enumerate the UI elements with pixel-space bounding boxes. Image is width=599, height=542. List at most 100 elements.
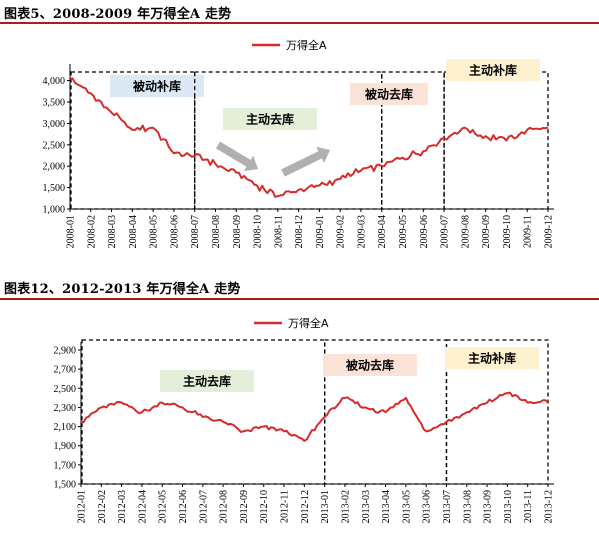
x-tick-label: 2013-08 [462,490,473,523]
x-tick-label: 2012-11 [280,490,291,523]
data-point [242,430,244,432]
data-point [283,430,285,432]
series-line [69,77,549,198]
y-tick-label: 2,300 [54,403,77,414]
x-tick-label: 2013-10 [503,490,514,523]
data-point [506,392,508,394]
region-box [70,71,196,210]
legend-label: 万得全A [286,38,327,52]
x-tick-label: 2009-04 [377,215,388,248]
x-tick-label: 2008-04 [128,215,139,248]
x-tick-label: 2009-03 [356,215,367,248]
series-line [80,391,549,442]
x-tick-label: 2008-09 [232,215,243,248]
data-point [360,169,362,171]
data-point [173,152,175,154]
data-point [445,421,447,423]
x-tick-label: 2013-09 [483,490,494,523]
chart1-title-rule [0,22,599,24]
data-point [90,92,92,94]
y-tick-label: 1,500 [43,183,66,194]
region-label: 被动补库 [133,79,181,94]
data-point [384,411,386,413]
data-point [297,189,299,191]
x-tick-label: 2008-07 [190,215,201,248]
region-label-bg [445,347,539,369]
y-tick-label: 3,500 [43,97,66,108]
data-point [256,184,258,186]
x-tick-label: 2008-10 [253,215,264,248]
chart1-title: 图表5、2008-2009 年万得全A 走势 [4,7,232,22]
x-tick-label: 2013-07 [442,490,453,523]
data-point [141,411,143,413]
data-point [152,126,154,128]
data-point [214,163,216,165]
chart2-svg: 2,900 2,700 2,500 2,300 2,100 1,900 1,700 1,500… [54,316,555,523]
y-tick-label: 2,500 [54,384,77,395]
region-box [381,71,445,210]
x-tick-label: 2012-07 [198,490,209,523]
region-box [445,339,549,485]
x-tick-label: 2008-08 [211,215,222,248]
region-box [81,339,326,485]
data-point [547,126,549,128]
x-tick-label: 2013-01 [320,490,331,523]
trend-arrow [215,141,258,172]
region-label-bg [160,370,254,392]
x-tick-label: 2008-12 [294,215,305,248]
x-tick-label: 2009-01 [315,215,326,248]
y-tick-label: 2,000 [43,162,66,173]
data-point [222,421,224,423]
data-point [401,156,403,158]
trend-arrow [281,146,330,177]
data-point [425,430,427,432]
data-point [484,135,486,137]
y-tick-label: 1,900 [54,441,77,452]
data-point [202,416,204,418]
x-tick-label: 2013-11 [523,490,534,523]
y-tick-label: 2,700 [54,365,77,376]
data-point [526,129,528,131]
y-tick-label: 1,000 [43,205,66,216]
region-label: 被动去库 [346,358,394,373]
region-label-bg [323,354,417,376]
data-point [69,77,71,79]
x-tick-label: 2008-01 [66,215,77,248]
data-point [344,397,346,399]
x-tick-label: 2009-07 [440,215,451,248]
x-tick-label: 2012-03 [117,490,128,523]
x-tick-label: 2009-08 [460,215,471,248]
chart2-title-rule [0,298,599,300]
x-tick-label: 2012-08 [219,490,230,523]
x-tick-label: 2012-02 [97,490,108,523]
data-point [464,126,466,128]
x-tick-label: 2009-05 [398,215,409,248]
x-tick-label: 2008-06 [169,215,180,248]
x-tick-label: 2013-02 [340,490,351,523]
data-point [422,150,424,152]
data-point [161,401,163,403]
data-point [131,129,133,131]
data-point [100,406,102,408]
region-label: 主动补库 [468,351,516,366]
region-box [443,71,549,210]
data-point [80,421,82,423]
chart2-title: 图表12、2012-2013 年万得全A 走势 [4,282,241,297]
data-point [526,401,528,403]
x-tick-label: 2013-03 [361,490,372,523]
region-label-bg [350,83,428,105]
x-tick-label: 2009-02 [336,215,347,248]
x-tick-label: 2008-02 [86,215,97,248]
region-label: 主动去库 [246,112,294,127]
x-tick-label: 2013-06 [422,490,433,523]
data-point [277,195,279,197]
y-tick-label: 2,900 [54,346,77,357]
data-point [318,184,320,186]
x-tick-label: 2009-10 [502,215,513,248]
data-point [263,425,265,427]
data-point [181,406,183,408]
x-tick-label: 2012-09 [239,490,250,523]
x-tick-label: 2008-05 [149,215,160,248]
data-point [339,178,341,180]
data-point [486,401,488,403]
